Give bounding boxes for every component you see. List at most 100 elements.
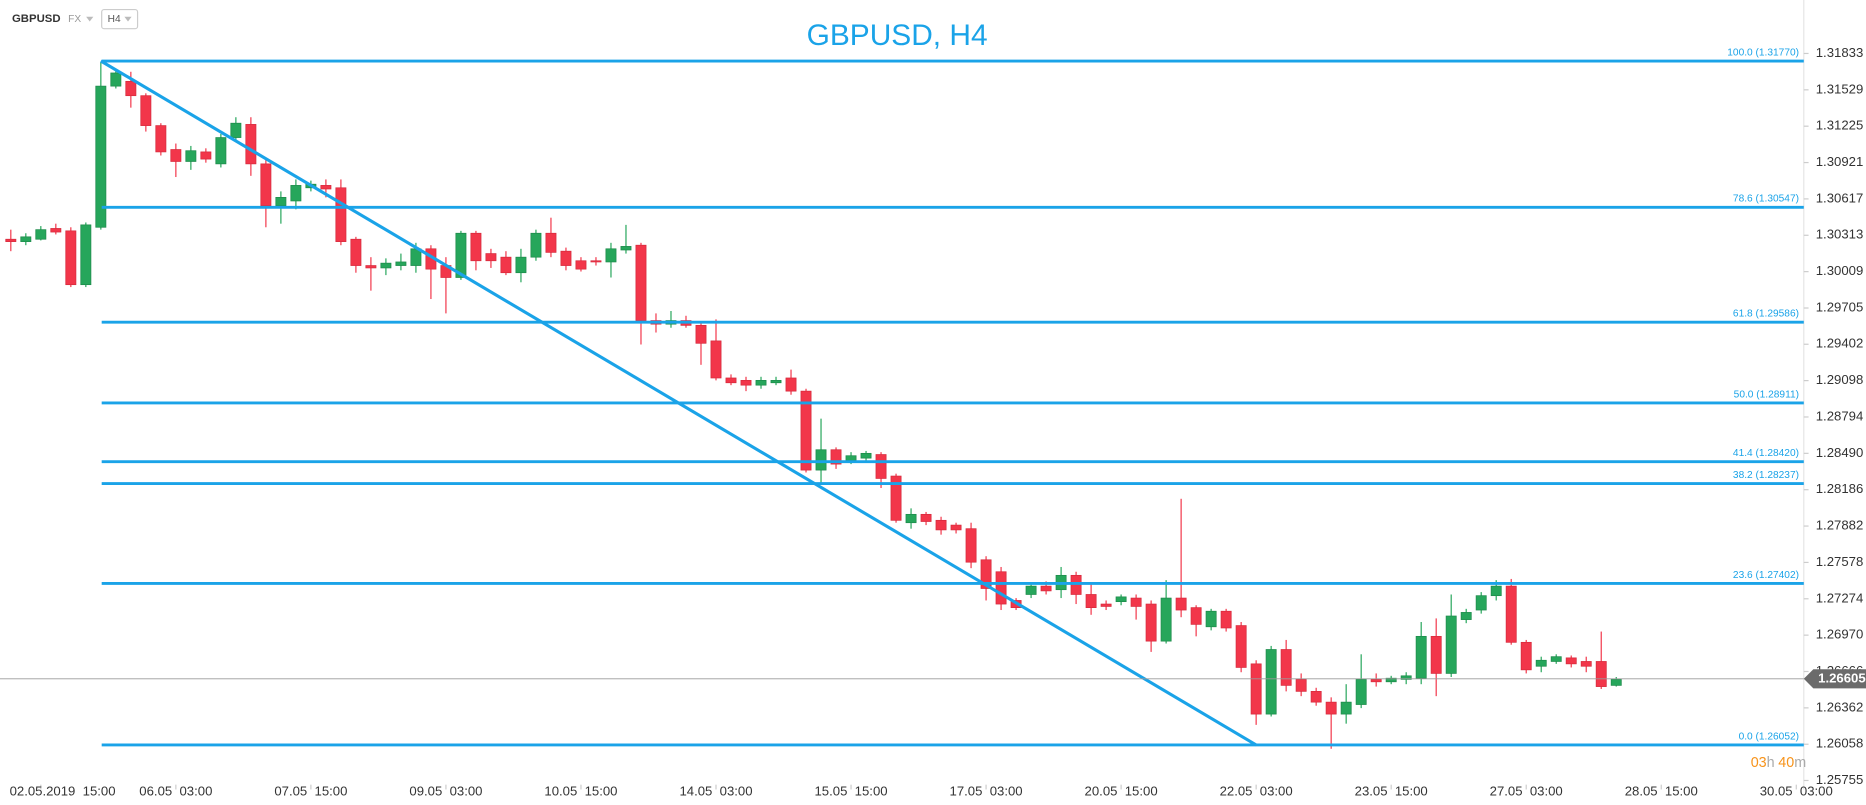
candle-body-down: [260, 163, 272, 207]
candle-body-up: [860, 452, 872, 459]
candle-body-down: [785, 377, 797, 392]
candle-body-down: [560, 250, 572, 266]
countdown: 03h 40m: [1751, 755, 1806, 771]
candle-body-down: [1130, 597, 1142, 607]
candle-body-down: [1310, 691, 1322, 703]
candle-body-down: [1295, 679, 1307, 692]
candle-body-up: [455, 232, 467, 278]
candle-body-up: [1475, 595, 1487, 611]
y-tick-label: 1.26970: [1816, 627, 1864, 642]
fib-level-label: 78.6 (1.30547): [1733, 194, 1799, 205]
candle-body-up: [80, 224, 92, 286]
candle-body-up: [110, 72, 122, 87]
fib-level-label: 61.8 (1.29586): [1733, 309, 1799, 320]
candle-body-down: [740, 380, 752, 386]
candle-body-up: [1025, 585, 1037, 595]
candle-body-down: [1325, 701, 1337, 715]
candle-body-up: [1610, 679, 1622, 686]
timeframe[interactable]: H4: [108, 14, 121, 25]
candle-body-down: [65, 230, 77, 286]
candle-body-down: [1505, 585, 1517, 643]
candle-body-up: [1385, 677, 1397, 683]
candle-body-up: [845, 455, 857, 461]
symbol[interactable]: GBPUSD: [12, 13, 61, 25]
candle-body-down: [965, 528, 977, 563]
candle-body-down: [500, 256, 512, 274]
candle-body-down: [830, 449, 842, 465]
y-tick-label: 1.29402: [1816, 336, 1864, 351]
candle-body-up: [395, 261, 407, 266]
candle-body-up: [1550, 656, 1562, 662]
countdown-hours: 03: [1751, 755, 1767, 771]
candle-body-down: [1220, 610, 1232, 629]
x-tick-label: 02.05.2019 15:00: [10, 783, 116, 798]
candle-body-down: [1520, 641, 1532, 671]
candle-body-up: [1115, 596, 1127, 603]
candle-body-up: [1160, 597, 1172, 642]
x-tick-label: 28.05 15:00: [1625, 783, 1698, 798]
candle-body-up: [770, 380, 782, 384]
candle-body-down: [5, 238, 17, 242]
x-tick-label: 10.05 15:00: [544, 783, 617, 798]
candle-body-down: [365, 265, 377, 269]
candle-body-down: [1580, 661, 1592, 667]
candle-body-down: [575, 260, 587, 270]
candle-body-down: [1280, 649, 1292, 686]
candle-body-down: [1235, 625, 1247, 668]
candle-body-down: [1250, 663, 1262, 715]
candle-body-down: [470, 232, 482, 262]
timeframe-box[interactable]: [101, 8, 139, 30]
x-tick-label: 06.05 03:00: [139, 783, 212, 798]
candle-body-up: [905, 513, 917, 524]
candle-body-down: [875, 454, 887, 479]
y-tick-label: 1.31529: [1816, 81, 1864, 96]
y-tick-label: 1.31833: [1816, 45, 1864, 60]
y-tick-label: 1.26362: [1816, 699, 1864, 714]
fib-level-label: 23.6 (1.27402): [1733, 570, 1799, 581]
candle-body-up: [35, 229, 47, 240]
countdown-unit: h: [1767, 755, 1775, 771]
candle-body-down: [140, 95, 152, 126]
candle-body-up: [1355, 679, 1367, 705]
candle-body-up: [215, 137, 227, 165]
candle-body-down: [1370, 679, 1382, 683]
candle-body-down: [50, 228, 62, 233]
x-tick-label: 27.05 03:00: [1490, 783, 1563, 798]
candle-body-down: [1100, 603, 1112, 607]
candle-body-up: [1340, 701, 1352, 715]
candle-body-down: [1175, 597, 1187, 611]
y-tick-label: 1.30921: [1816, 154, 1864, 169]
y-tick-label: 1.26058: [1816, 736, 1864, 751]
y-tick-label: 1.29098: [1816, 372, 1864, 387]
candle-body-down: [980, 559, 992, 589]
candle-body-down: [1565, 657, 1577, 665]
candle-body-down: [1145, 603, 1157, 642]
candle-body-down: [590, 260, 602, 263]
x-tick-label: 09.05 03:00: [409, 783, 482, 798]
y-tick-label: 1.30009: [1816, 263, 1864, 278]
candle-body-down: [800, 390, 812, 471]
candle-body-up: [605, 248, 617, 263]
market[interactable]: FX: [68, 14, 81, 25]
candle-body-up: [1490, 585, 1502, 597]
candle-body-up: [515, 256, 527, 274]
last-price-tag: [1803, 669, 1866, 689]
x-tick-label: 30.05 03:00: [1760, 783, 1833, 798]
countdown-unit: m: [1794, 755, 1806, 771]
candle-body-down: [1190, 607, 1202, 625]
candle-body-up: [20, 236, 32, 242]
dropdown-arrow: [124, 16, 132, 22]
candle-body-down: [125, 80, 137, 97]
y-tick-label: 1.29705: [1816, 299, 1864, 314]
x-tick-label: 20.05 15:00: [1085, 783, 1158, 798]
candle-body-up: [230, 122, 242, 138]
candle-body-up: [1445, 615, 1457, 674]
candle-body-down: [485, 253, 497, 262]
y-tick-label: 1.28794: [1816, 408, 1864, 423]
candle-body-up: [1535, 659, 1547, 667]
y-tick-label: 1.30617: [1816, 190, 1864, 205]
candle-body-up: [815, 449, 827, 471]
candle-body-down: [170, 149, 182, 162]
last-price-label: 1.26605: [1818, 670, 1866, 685]
